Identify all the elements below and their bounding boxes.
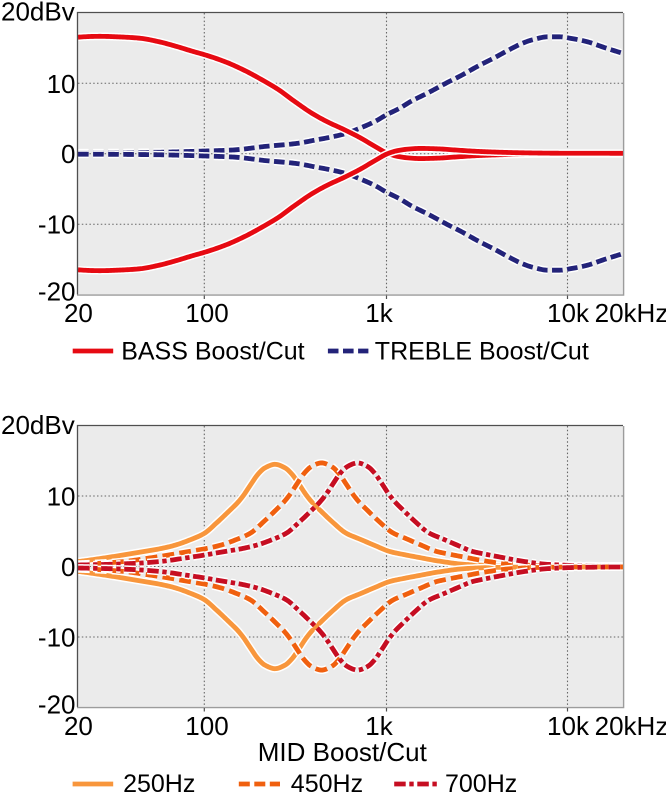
svg-text:700Hz: 700Hz [445,770,517,798]
svg-text:1k: 1k [365,298,393,328]
svg-text:0: 0 [61,552,75,582]
svg-text:10: 10 [47,481,76,511]
svg-text:10k: 10k [547,711,590,741]
svg-text:100: 100 [185,298,228,328]
svg-text:-10: -10 [38,622,76,652]
svg-text:-20: -20 [38,690,76,720]
svg-text:TREBLE Boost/Cut: TREBLE Boost/Cut [375,338,589,366]
svg-text:20dBv: 20dBv [1,410,75,440]
svg-text:-20: -20 [38,277,76,307]
svg-text:-10: -10 [38,210,76,240]
svg-text:100: 100 [185,711,228,741]
svg-text:20: 20 [64,711,93,741]
svg-text:1k: 1k [365,711,393,741]
svg-text:20kHz: 20kHz [595,711,666,741]
svg-text:10k: 10k [547,298,590,328]
svg-text:250Hz: 250Hz [123,770,195,798]
svg-text:MID Boost/Cut: MID Boost/Cut [258,737,428,767]
svg-text:0: 0 [61,139,75,169]
svg-text:20: 20 [64,298,93,328]
svg-text:20kHz: 20kHz [595,298,666,328]
svg-text:10: 10 [47,69,76,99]
svg-text:20dBv: 20dBv [1,0,75,27]
svg-text:BASS Boost/Cut: BASS Boost/Cut [121,338,304,366]
svg-text:450Hz: 450Hz [291,770,363,798]
